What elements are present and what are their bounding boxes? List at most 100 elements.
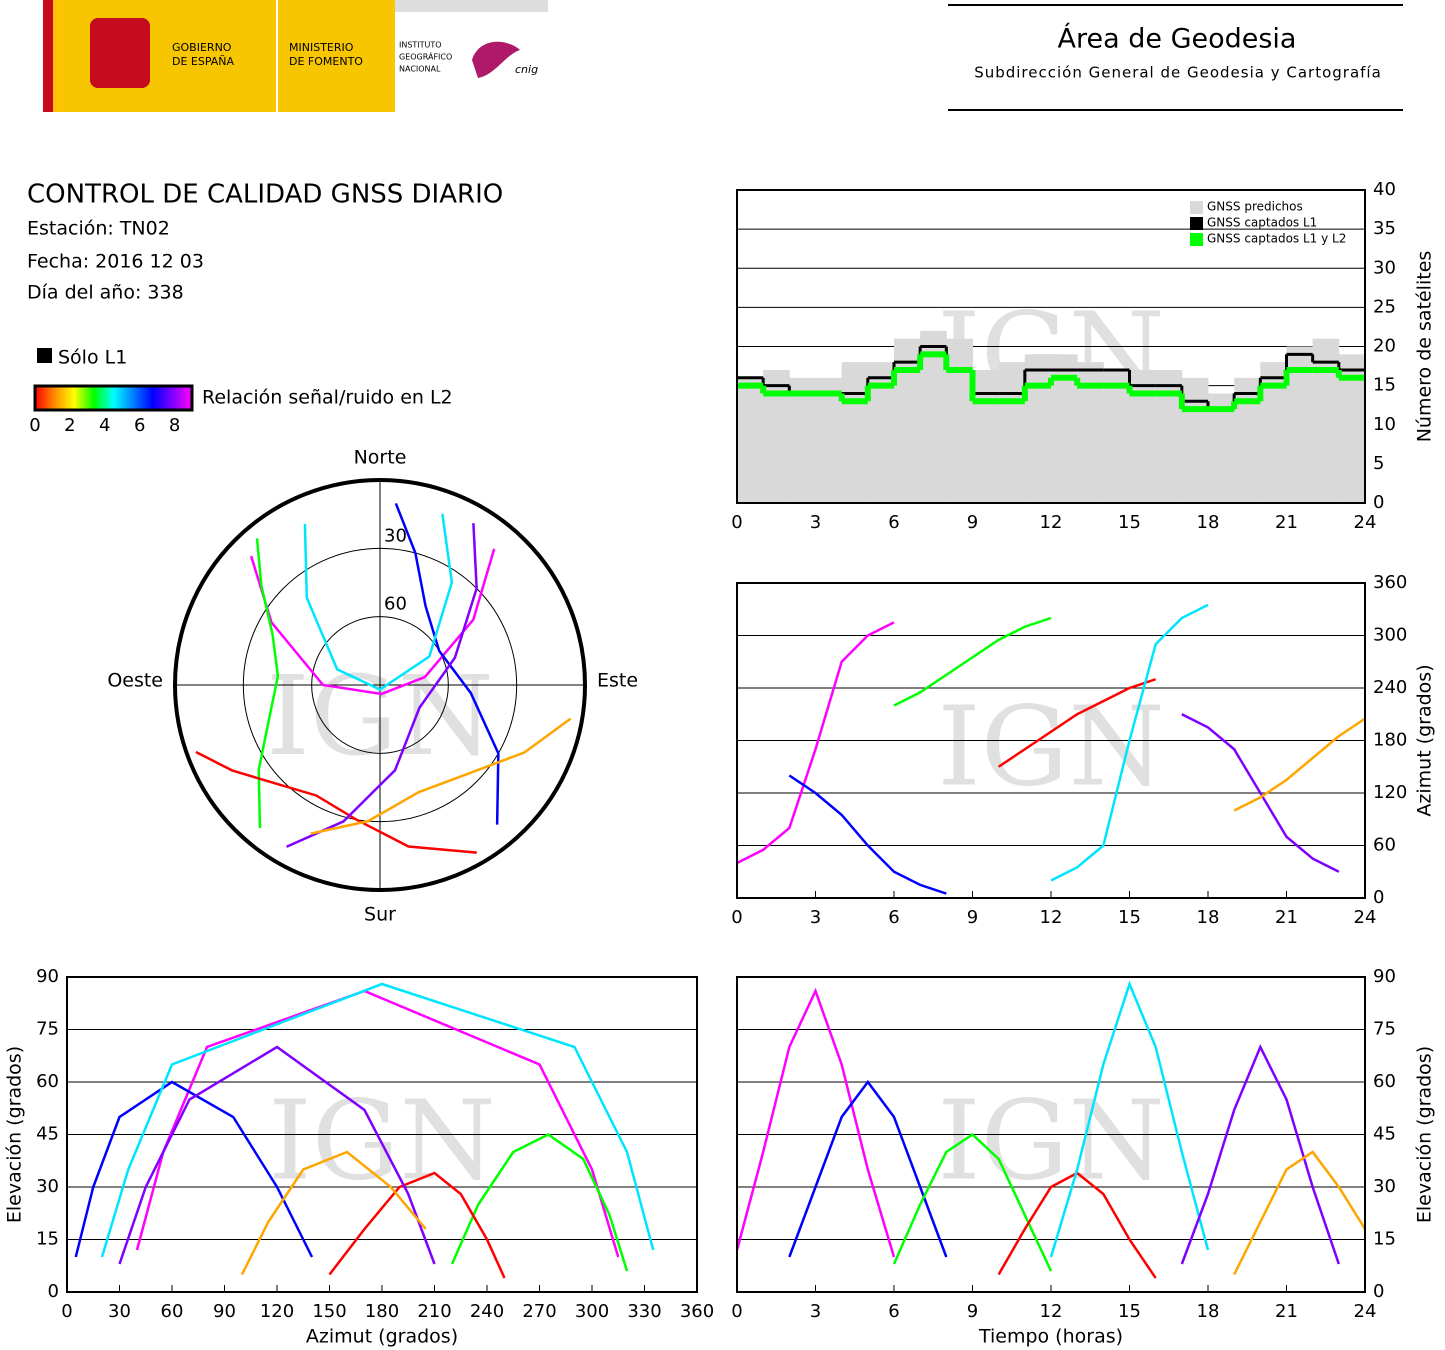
track: [118, 1045, 436, 1265]
track: [1050, 603, 1209, 882]
watermark: IGN: [937, 682, 1165, 810]
legend-swatch: [1190, 201, 1203, 214]
x-tick-label: 21: [1275, 907, 1298, 928]
colorbar: [33, 384, 194, 412]
x-tick-label: 12: [1040, 907, 1063, 928]
x-tick-label: 0: [731, 1301, 742, 1322]
colorbar-label: Relación señal/ruido en L2: [202, 387, 453, 409]
elevation-label: 30: [384, 525, 407, 546]
x-axis-label: Tiempo (horas): [978, 1326, 1123, 1348]
colorbar-tick: 0: [29, 415, 40, 436]
sky-track: [249, 548, 496, 696]
legend-swatch: [1190, 217, 1203, 230]
x-tick-label: 6: [888, 907, 899, 928]
predicted-bar: [1312, 338, 1340, 503]
direction-label: Norte: [354, 447, 407, 469]
sky-track: [286, 523, 478, 848]
legend-label: GNSS captados L1 y L2: [1207, 232, 1346, 246]
horizon: [173, 478, 587, 892]
track: [736, 621, 895, 865]
y-tick-label: 15: [36, 1229, 59, 1250]
ign-text: NACIONAL: [399, 65, 441, 74]
x-tick-label: 21: [1275, 1301, 1298, 1322]
watermark: IGN: [268, 1076, 496, 1204]
predicted-bar: [815, 377, 843, 503]
track: [892, 1132, 1053, 1272]
x-tick-label: 18: [1197, 1301, 1220, 1322]
track: [74, 1080, 314, 1258]
gov-text: GOBIERNO: [172, 41, 232, 54]
plot-frame: [736, 976, 1366, 1293]
direction-label: Oeste: [107, 670, 163, 692]
x-tick-label: 90: [213, 1301, 236, 1322]
track: [788, 1079, 948, 1258]
y-axis-label: Elevación (grados): [1414, 1046, 1436, 1223]
coat-of-arms: [90, 18, 150, 88]
y-tick-label: 15: [1373, 1229, 1396, 1250]
x-axis-label: Azimut (grados): [306, 1326, 458, 1348]
x-tick-label: 0: [61, 1301, 72, 1322]
y-tick-label: 25: [1373, 296, 1396, 317]
y-tick-label: 0: [1373, 887, 1384, 908]
y-tick-label: 60: [1373, 835, 1396, 856]
y-tick-label: 300: [1373, 625, 1407, 646]
cnig-text: cnig: [515, 63, 538, 76]
x-tick-label: 0: [731, 907, 742, 928]
track: [893, 616, 1052, 707]
predicted-bar: [946, 338, 973, 503]
predicted-bar: [894, 338, 921, 503]
area-subtitle: Subdirección General de Geodesia y Carto…: [974, 64, 1382, 82]
direction-label: Este: [597, 670, 638, 692]
track: [1049, 980, 1210, 1258]
elevation-ring: [242, 547, 518, 823]
x-tick-label: 9: [967, 907, 978, 928]
legend-label: GNSS captados L1: [1207, 216, 1317, 230]
watermark: IGN: [937, 1076, 1165, 1204]
x-tick-label: 9: [967, 1301, 978, 1322]
x-tick-label: 9: [967, 512, 978, 533]
direction-label: Sur: [364, 904, 396, 926]
y-tick-label: 240: [1373, 677, 1407, 698]
ministry-text: DE FOMENTO: [289, 55, 363, 68]
y-tick-label: 60: [1373, 1071, 1396, 1092]
gov-text: DE ESPAÑA: [172, 55, 235, 68]
x-tick-label: 120: [260, 1301, 294, 1322]
station: Estación: TN02: [27, 218, 170, 240]
y-tick-label: 20: [1373, 336, 1396, 357]
predicted-bar: [998, 362, 1026, 503]
y-axis-label: Número de satélites: [1414, 251, 1436, 443]
x-tick-label: 210: [417, 1301, 451, 1322]
x-tick-label: 180: [365, 1301, 399, 1322]
x-tick-label: 360: [680, 1301, 714, 1322]
x-tick-label: 15: [1118, 907, 1141, 928]
flag-stripe: [43, 0, 53, 112]
y-tick-label: 90: [1373, 966, 1396, 987]
y-tick-label: 35: [1373, 218, 1396, 239]
x-tick-label: 270: [522, 1301, 556, 1322]
y-tick-label: 0: [1373, 1281, 1384, 1302]
y-tick-label: 45: [36, 1124, 59, 1145]
x-tick-label: 6: [888, 512, 899, 533]
x-tick-label: 3: [810, 512, 821, 533]
plot-frame: [736, 189, 1366, 504]
predicted-bar: [789, 377, 816, 503]
track: [1180, 1043, 1341, 1265]
plot-frame: [736, 582, 1366, 899]
x-tick-label: 0: [731, 512, 742, 533]
y-tick-label: 360: [1373, 572, 1407, 593]
y-axis-label: Azimut (grados): [1414, 664, 1436, 816]
sky-track: [303, 513, 454, 691]
track: [735, 987, 896, 1258]
ign-text: GEOGRÁFICO: [399, 51, 452, 62]
predicted-bar: [841, 362, 869, 503]
predicted-bar: [737, 377, 764, 503]
logo-bar: [395, 0, 548, 12]
predicted-bar: [1234, 377, 1261, 503]
x-tick-label: 150: [312, 1301, 346, 1322]
y-tick-label: 10: [1373, 414, 1396, 435]
x-tick-label: 21: [1275, 512, 1298, 533]
l1-swatch: [37, 348, 52, 363]
l1-label: Sólo L1: [58, 347, 127, 369]
